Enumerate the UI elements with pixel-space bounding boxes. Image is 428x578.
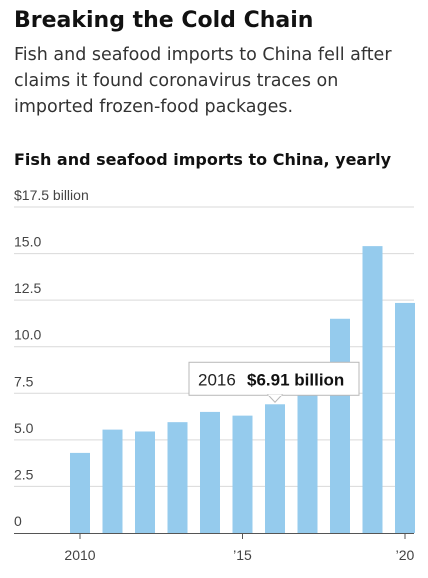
tooltip-value: $6.91 billion: [247, 370, 344, 389]
chart-title: Fish and seafood imports to China, yearl…: [14, 150, 392, 169]
bar-2019: [362, 246, 383, 533]
y-tick-label: 12.5: [14, 280, 41, 296]
y-tick-label: 10.0: [14, 327, 41, 343]
y-tick-label: 7.5: [14, 373, 34, 389]
headline: Breaking the Cold Chain: [14, 8, 314, 33]
y-tick-label: 5.0: [14, 420, 34, 436]
x-tick-label: ’20: [396, 547, 415, 563]
bar-2010: [70, 452, 90, 533]
bar-2011: [102, 429, 123, 533]
x-tick-label: ’15: [233, 547, 252, 563]
bar-2012: [135, 431, 155, 533]
y-tick-label: $17.5 billion: [14, 187, 89, 203]
bar-2014: [200, 411, 220, 533]
tooltip: 2016 $6.91 billion: [188, 361, 360, 404]
dek: Fish and seafood imports to China fell a…: [14, 45, 392, 117]
bar-2018: [330, 318, 350, 533]
tooltip-year: 2016: [198, 370, 236, 389]
y-tick-label: 0: [14, 513, 22, 529]
x-tick-label: 2010: [64, 547, 95, 563]
bar-2020: [395, 302, 415, 533]
tooltip-box: [188, 361, 360, 396]
y-tick-label: 2.5: [14, 466, 34, 482]
bar-2017: [297, 395, 318, 533]
bar-2016: [265, 404, 285, 533]
bars: [70, 246, 415, 533]
bar-2013: [167, 422, 188, 533]
y-tick-label: 15.0: [14, 234, 41, 250]
x-axis: 2010 ’15 ’20: [14, 533, 415, 563]
bar-2015: [232, 415, 253, 533]
y-axis-labels: 0 2.5 5.0 7.5 10.0 12.5 15.0 $17.5 billion: [14, 187, 89, 529]
